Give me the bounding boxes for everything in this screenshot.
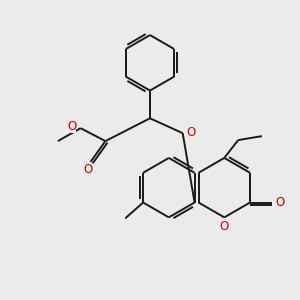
Text: O: O <box>67 120 76 133</box>
Text: O: O <box>186 126 195 139</box>
Text: O: O <box>275 196 284 209</box>
Text: O: O <box>220 220 229 233</box>
Text: O: O <box>83 163 92 176</box>
